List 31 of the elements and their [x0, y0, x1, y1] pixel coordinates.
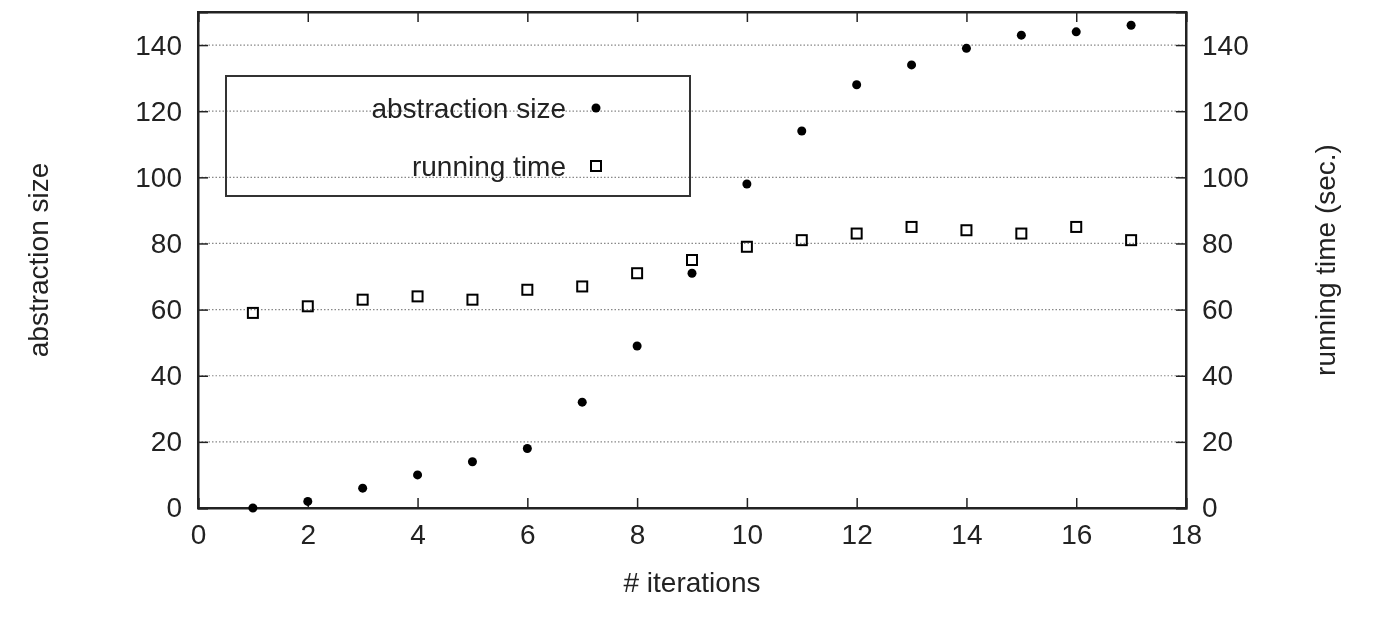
x-tick-label: 10: [731, 518, 763, 550]
x-tick-label: 16: [1061, 518, 1093, 550]
x-tick-label: 14: [951, 518, 983, 550]
x-tick-label: 8: [629, 518, 646, 550]
y2-tick-label: 40: [1202, 360, 1234, 392]
y2-axis-title: running time (sec.): [1310, 144, 1341, 376]
y2-tick-label: 80: [1202, 227, 1234, 259]
y-tick-label: 120: [135, 95, 182, 127]
y2-tick-label: 120: [1202, 95, 1249, 127]
y2-tick-label: 60: [1202, 294, 1234, 326]
y-tick-label: 0: [166, 492, 182, 524]
x-axis-title: # iterations: [623, 567, 761, 598]
y-tick-label: 60: [150, 294, 182, 326]
x-tick-label: 4: [410, 518, 426, 550]
y-tick-label: 140: [135, 29, 182, 61]
y2-tick-label: 140: [1202, 29, 1249, 61]
x-tick-label: 0: [190, 518, 207, 550]
y-tick-label: 40: [150, 360, 182, 392]
y-tick-label: 80: [150, 227, 182, 259]
y-axis-title: abstraction size: [23, 162, 54, 358]
x-tick-label: 12: [841, 518, 873, 550]
y2-tick-label: 100: [1202, 161, 1249, 193]
y-tick-label: 20: [150, 426, 182, 458]
legend-label: abstraction size: [371, 93, 566, 124]
legend-label: running time: [411, 151, 566, 182]
y-tick-label: 100: [135, 161, 182, 193]
y2-tick-label: 0: [1202, 492, 1218, 524]
x-tick-label: 6: [520, 518, 536, 550]
x-tick-label: 2: [300, 518, 317, 550]
y2-tick-label: 20: [1202, 426, 1234, 458]
x-tick-label: 18: [1170, 518, 1203, 550]
